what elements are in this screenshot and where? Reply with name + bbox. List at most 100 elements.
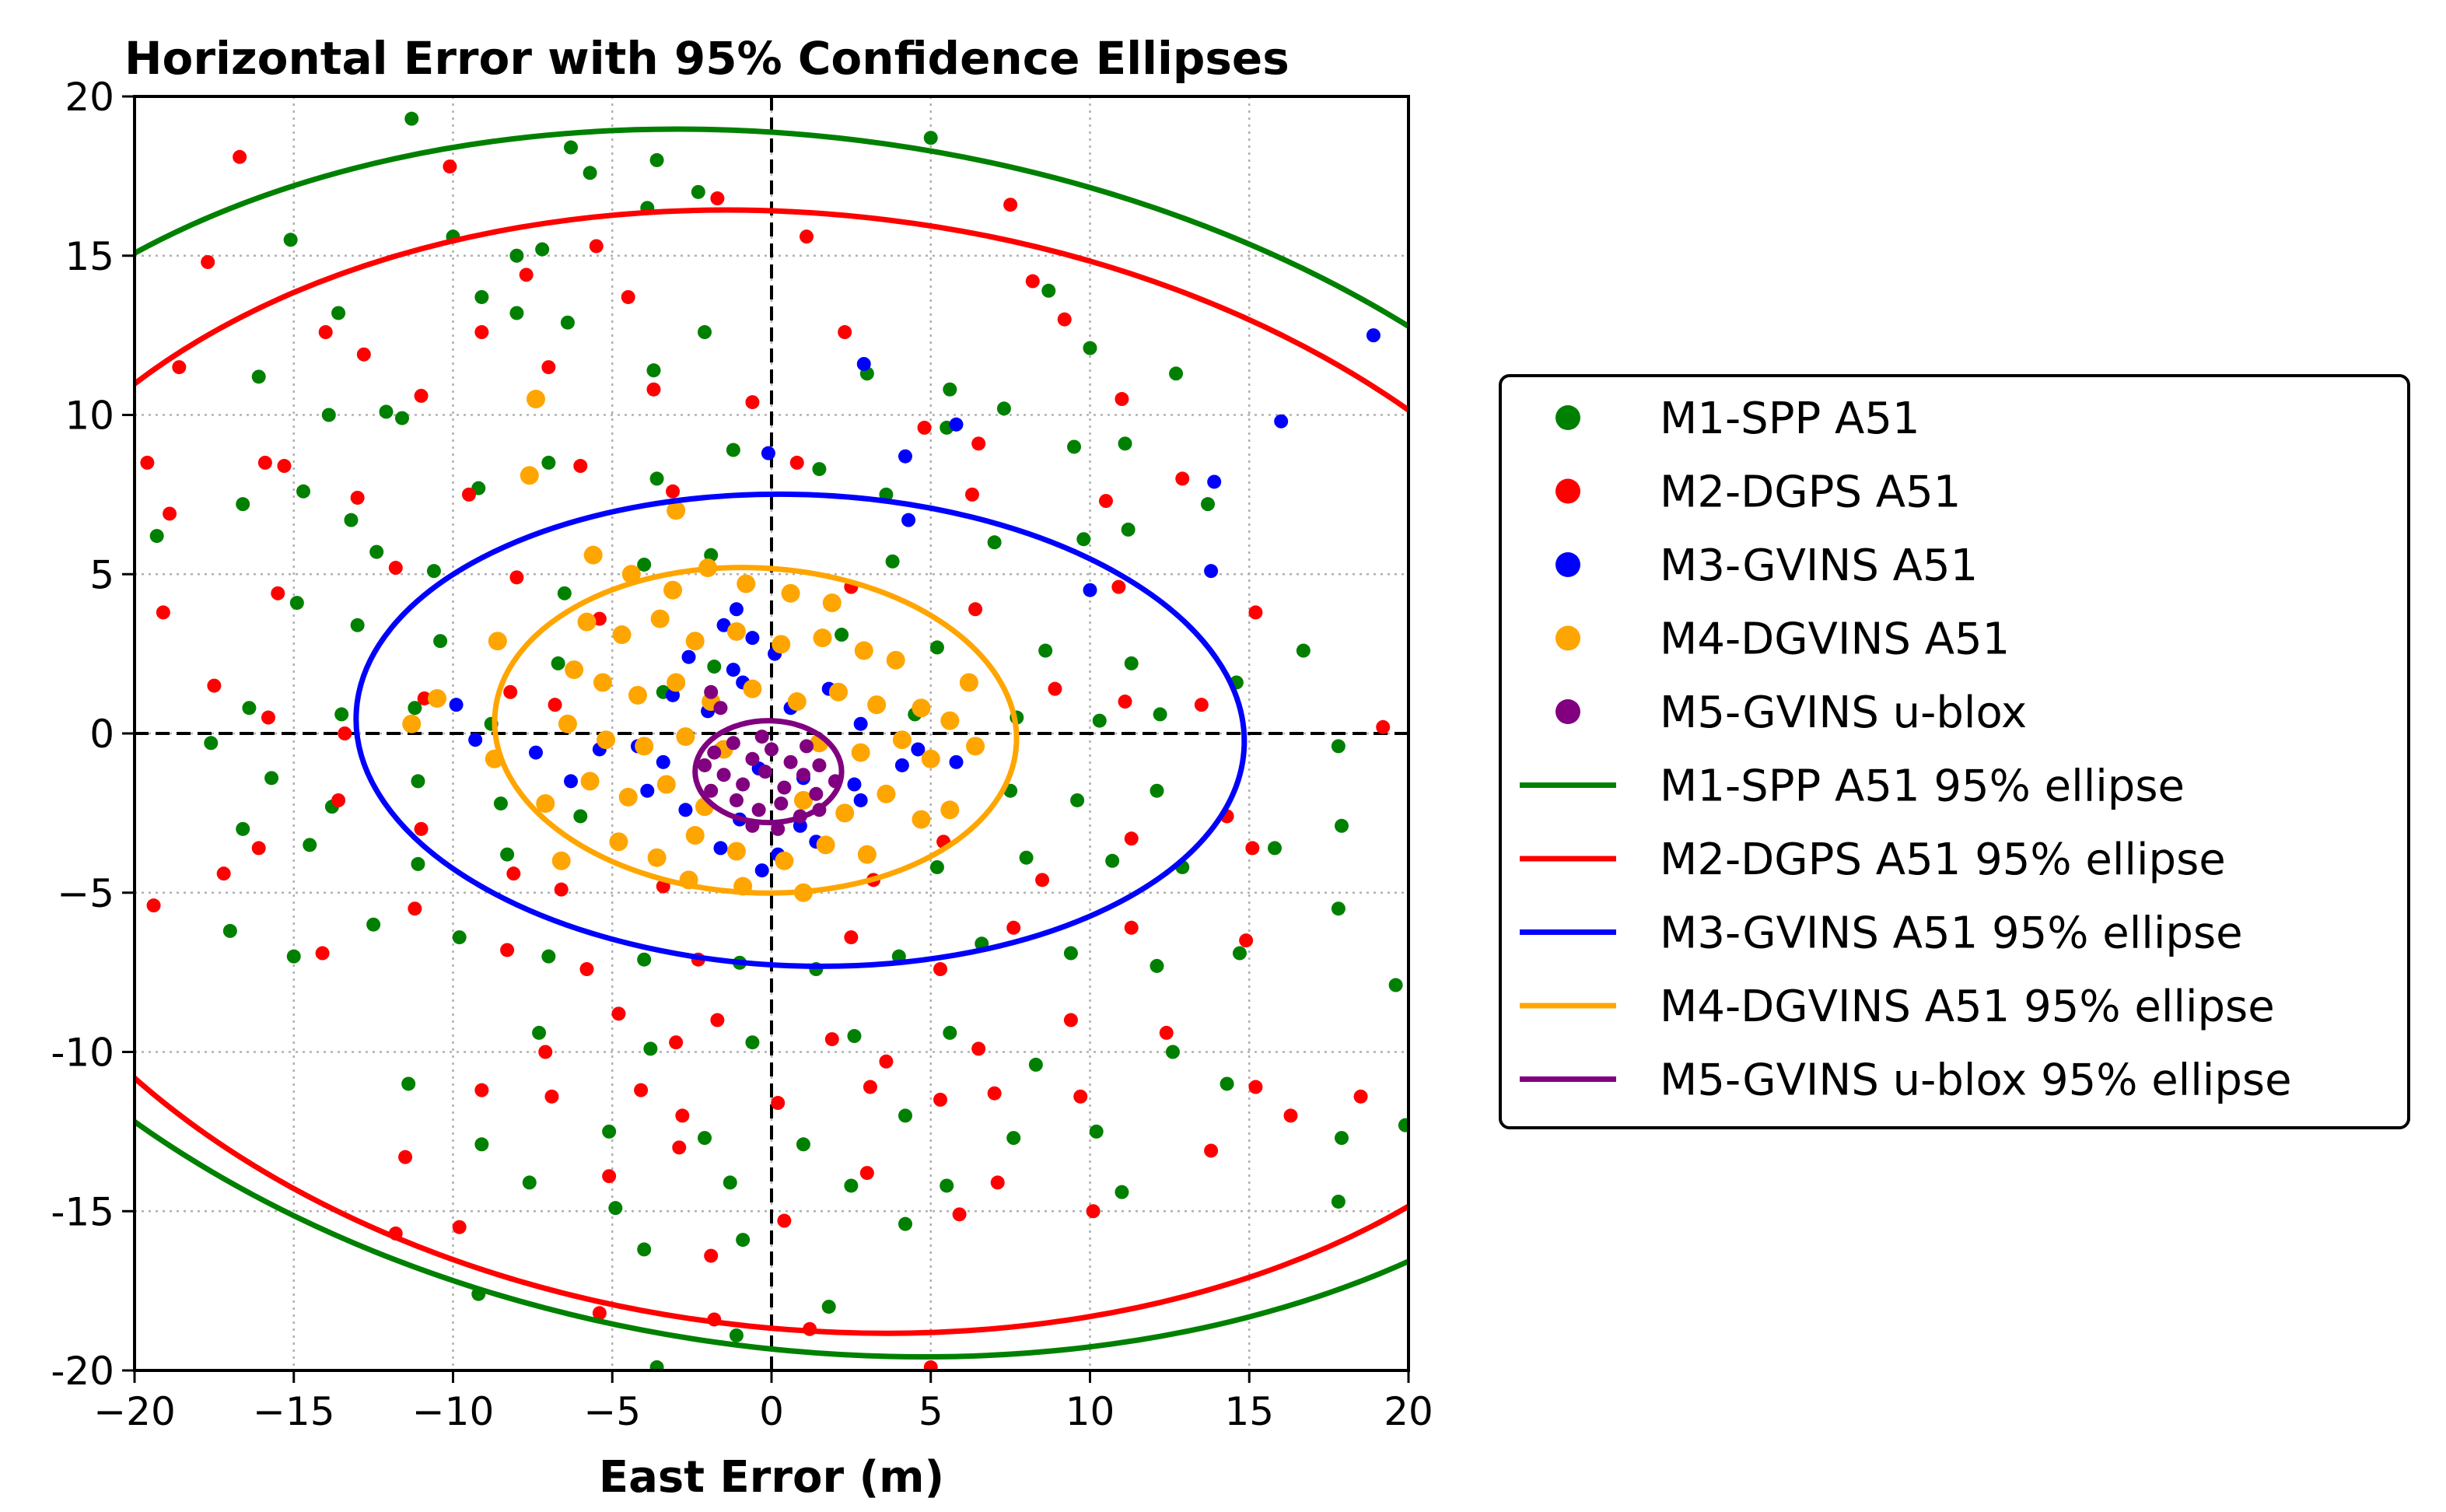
- point-m2-dgps-a51: [474, 325, 489, 340]
- legend-marker: [1555, 625, 1580, 651]
- point-m3-gvins-a51: [729, 602, 744, 617]
- point-m2-dgps-a51: [669, 1035, 684, 1050]
- point-m4-dgvins-a51: [685, 632, 705, 651]
- point-m2-dgps-a51: [414, 821, 429, 836]
- point-m1-spp-a51: [1006, 1131, 1021, 1146]
- point-m2-dgps-a51: [1248, 605, 1263, 620]
- point-m4-dgvins-a51: [593, 673, 612, 692]
- point-m1-spp-a51: [557, 586, 572, 600]
- point-m4-dgvins-a51: [959, 673, 978, 692]
- point-m3-gvins-a51: [745, 631, 760, 646]
- point-m2-dgps-a51: [968, 602, 983, 617]
- point-m1-spp-a51: [236, 497, 250, 512]
- point-m1-spp-a51: [433, 634, 448, 649]
- point-m1-spp-a51: [1019, 850, 1034, 865]
- point-m2-dgps-a51: [675, 1108, 690, 1123]
- point-m1-spp-a51: [334, 707, 349, 722]
- point-m1-spp-a51: [532, 1025, 547, 1040]
- point-m4-dgvins-a51: [526, 390, 545, 409]
- point-m2-dgps-a51: [1204, 1143, 1219, 1158]
- point-m4-dgvins-a51: [912, 698, 931, 718]
- point-m4-dgvins-a51: [663, 580, 683, 600]
- point-m2-dgps-a51: [1239, 933, 1254, 948]
- point-m2-dgps-a51: [1118, 695, 1132, 709]
- point-m2-dgps-a51: [1098, 494, 1113, 509]
- point-m1-spp-a51: [474, 1137, 489, 1152]
- point-m1-spp-a51: [222, 923, 237, 938]
- legend-label: M5-GVINS u-blox 95% ellipse: [1660, 1055, 2292, 1106]
- point-m1-spp-a51: [426, 564, 441, 579]
- y-tick-label: 0: [89, 712, 114, 757]
- point-m4-dgvins-a51: [816, 835, 835, 855]
- point-m1-spp-a51: [1220, 1076, 1234, 1091]
- point-m4-dgvins-a51: [921, 749, 940, 768]
- point-m1-spp-a51: [283, 233, 298, 247]
- point-m3-gvins-a51: [528, 745, 543, 760]
- point-m2-dgps-a51: [1175, 471, 1190, 486]
- point-m3-gvins-a51: [949, 754, 964, 769]
- point-m1-spp-a51: [474, 289, 489, 304]
- point-m1-spp-a51: [1076, 532, 1091, 547]
- point-m2-dgps-a51: [933, 1092, 948, 1107]
- point-m2-dgps-a51: [1025, 274, 1040, 289]
- point-m1-spp-a51: [1398, 1118, 1408, 1132]
- point-m2-dgps-a51: [592, 1306, 607, 1321]
- point-m1-spp-a51: [844, 1178, 859, 1193]
- point-m1-spp-a51: [707, 660, 722, 674]
- point-m1-spp-a51: [411, 774, 425, 789]
- point-m1-spp-a51: [987, 535, 1002, 550]
- point-m2-dgps-a51: [261, 710, 275, 725]
- point-m3-gvins-a51: [847, 777, 862, 792]
- point-m1-spp-a51: [1041, 283, 1056, 298]
- point-m2-dgps-a51: [509, 570, 524, 585]
- point-m2-dgps-a51: [710, 191, 725, 206]
- point-m1-spp-a51: [560, 315, 575, 330]
- point-m2-dgps-a51: [277, 459, 292, 474]
- point-m1-spp-a51: [242, 701, 257, 716]
- point-m2-dgps-a51: [666, 484, 681, 499]
- point-m2-dgps-a51: [140, 455, 155, 470]
- point-m3-gvins-a51: [713, 841, 728, 856]
- point-m3-gvins-a51: [898, 449, 912, 464]
- point-m1-spp-a51: [898, 1108, 912, 1123]
- point-m2-dgps-a51: [271, 586, 285, 600]
- point-m4-dgvins-a51: [737, 574, 756, 593]
- point-m3-gvins-a51: [901, 513, 916, 527]
- point-m2-dgps-a51: [589, 239, 604, 254]
- point-m1-spp-a51: [1331, 1194, 1345, 1209]
- point-m5-gvins-u-blox: [774, 796, 789, 811]
- point-m1-spp-a51: [366, 917, 381, 932]
- y-tick-label: 10: [65, 394, 114, 439]
- ellipse-m2-dgps-a51-95-ellipse: [135, 207, 1408, 1336]
- point-m2-dgps-a51: [710, 1013, 725, 1027]
- point-m5-gvins-u-blox: [704, 783, 719, 798]
- point-m2-dgps-a51: [156, 605, 170, 620]
- point-m2-dgps-a51: [1048, 681, 1062, 696]
- point-m2-dgps-a51: [646, 382, 661, 397]
- point-m3-gvins-a51: [856, 356, 871, 371]
- point-m4-dgvins-a51: [577, 612, 597, 632]
- point-m1-spp-a51: [745, 1035, 760, 1050]
- point-m1-spp-a51: [1105, 853, 1120, 868]
- point-m3-gvins-a51: [853, 793, 868, 807]
- point-m1-spp-a51: [885, 554, 900, 569]
- point-m4-dgvins-a51: [793, 790, 813, 810]
- point-m4-dgvins-a51: [402, 714, 422, 733]
- point-m5-gvins-u-blox: [736, 777, 751, 792]
- point-m2-dgps-a51: [987, 1086, 1002, 1101]
- point-m4-dgvins-a51: [854, 641, 873, 660]
- point-m4-dgvins-a51: [822, 593, 842, 613]
- point-m1-spp-a51: [847, 1029, 862, 1044]
- point-m4-dgvins-a51: [612, 625, 632, 645]
- point-m2-dgps-a51: [602, 1169, 617, 1184]
- point-m2-dgps-a51: [923, 1360, 938, 1370]
- point-m1-spp-a51: [296, 484, 311, 499]
- point-m4-dgvins-a51: [536, 794, 555, 814]
- point-m1-spp-a51: [509, 306, 524, 320]
- point-m2-dgps-a51: [1111, 579, 1126, 594]
- point-m1-spp-a51: [379, 404, 394, 419]
- point-m3-gvins-a51: [761, 446, 775, 460]
- point-m2-dgps-a51: [318, 325, 333, 340]
- point-m3-gvins-a51: [678, 803, 693, 817]
